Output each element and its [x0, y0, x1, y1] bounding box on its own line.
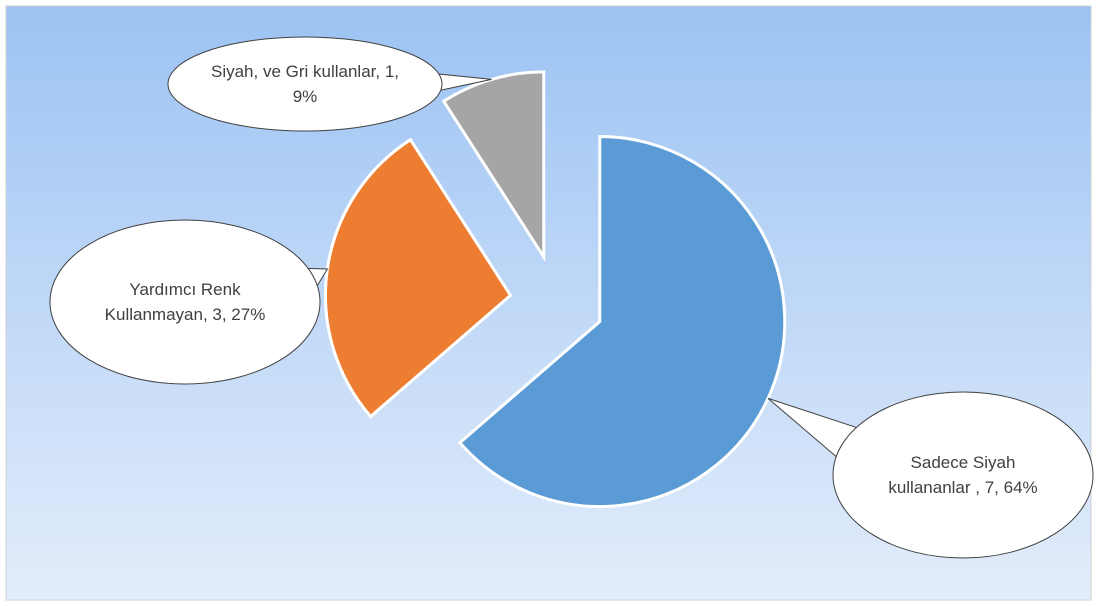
data-label: Siyah, ve Gri kullanlar, 1, 9% [210, 62, 400, 106]
data-label: Sadece Siyah kullananlar , 7, 64% [888, 453, 1038, 497]
callout-bubble [832, 391, 1094, 559]
callout-bubble [49, 219, 321, 385]
data-label: Yardımcı Renk Kullanmayan, 3, 27% [104, 280, 266, 324]
callout-bubble [167, 36, 443, 132]
